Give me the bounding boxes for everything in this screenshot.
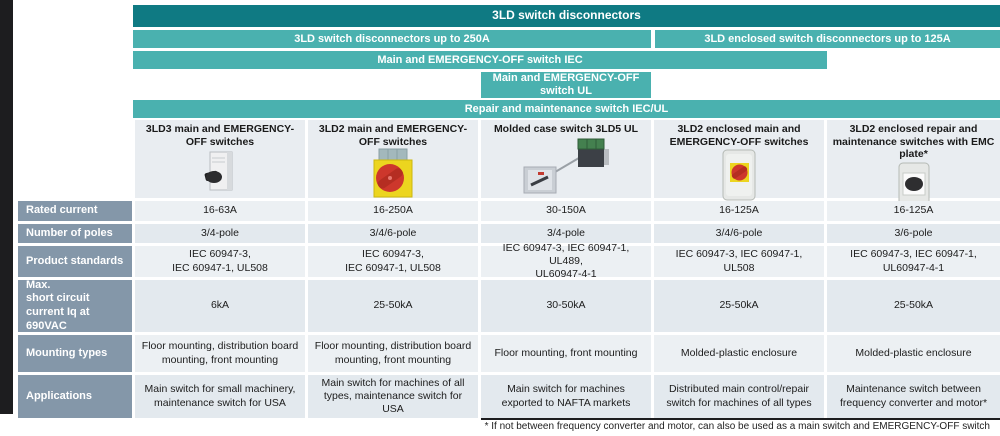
cell-product-standards: IEC 60947-3, IEC 60947-1, UL60947-4-1	[827, 246, 1000, 277]
bottom-border-line	[481, 418, 1000, 420]
cell-rated-current: 16-63A	[135, 201, 305, 221]
column-title: 3LD2 enclosed repair and maintenance swi…	[832, 123, 995, 161]
cell-mounting-types: Floor mounting, front mounting	[481, 335, 651, 372]
cell-number-of-poles: 3/6-pole	[827, 224, 1000, 243]
cell-product-standards: IEC 60947-3, IEC 60947-1, UL508	[308, 246, 478, 277]
group-header-enclosed-125a: 3LD enclosed switch disconnectors up to …	[655, 30, 1000, 48]
cell-number-of-poles: 3/4/6-pole	[654, 224, 824, 243]
row-label-number-of-poles: Number of poles	[18, 224, 132, 243]
cell-max-short-circuit: 6kA	[135, 280, 305, 332]
row-label-mounting-types: Mounting types	[18, 335, 132, 372]
column-header-3ld2-enclosed-repair: 3LD2 enclosed repair and maintenance swi…	[827, 120, 1000, 210]
cell-rated-current: 16-125A	[654, 201, 824, 221]
column-header-3ld2-enclosed-main: 3LD2 enclosed main and EMERGENCY-OFF swi…	[654, 120, 824, 201]
group-header-repair-maintenance: Repair and maintenance switch IEC/UL	[133, 100, 1000, 118]
3ld2-enclosed-repair-switch-image	[893, 161, 935, 211]
cell-mounting-types: Molded-plastic enclosure	[654, 335, 824, 372]
cell-product-standards: IEC 60947-3, IEC 60947-1, UL508	[654, 246, 824, 277]
row-label-rated-current: Rated current	[18, 201, 132, 221]
row-label-product-standards: Product standards	[18, 246, 132, 277]
cell-product-standards: IEC 60947-3, IEC 60947-1, UL508	[135, 246, 305, 277]
cell-applications: Maintenance switch between frequency con…	[827, 375, 1000, 418]
group-header-up-to-250a: 3LD switch disconnectors up to 250A	[133, 30, 651, 48]
column-title: 3LD2 enclosed main and EMERGENCY-OFF swi…	[669, 123, 809, 148]
cell-rated-current: 16-125A	[827, 201, 1000, 221]
cell-mounting-types: Molded-plastic enclosure	[827, 335, 1000, 372]
column-header-3ld3: 3LD3 main and EMERGENCY-OFF switches	[135, 120, 305, 198]
column-header-3ld2: 3LD2 main and EMERGENCY-OFF switches	[308, 120, 478, 198]
cell-mounting-types: Floor mounting, distribution board mount…	[308, 335, 478, 372]
3ld2-enclosed-main-switch-image	[716, 148, 762, 202]
cell-max-short-circuit: 30-50kA	[481, 280, 651, 332]
cell-rated-current: 16-250A	[308, 201, 478, 221]
cell-applications: Main switch for machines exported to NAF…	[481, 375, 651, 418]
group-header-main-emergency-iec: Main and EMERGENCY-OFF switch IEC	[133, 51, 827, 69]
cell-applications: Distributed main control/repair switch f…	[654, 375, 824, 418]
cell-max-short-circuit: 25-50kA	[308, 280, 478, 332]
column-title: 3LD2 main and EMERGENCY-OFF switches	[318, 123, 468, 148]
cell-number-of-poles: 3/4/6-pole	[308, 224, 478, 243]
cell-max-short-circuit: 25-50kA	[654, 280, 824, 332]
row-label-applications: Applications	[18, 375, 132, 418]
cell-number-of-poles: 3/4-pole	[481, 224, 651, 243]
column-title: Molded case switch 3LD5 UL	[493, 123, 639, 135]
footnote: * If not between frequency converter and…	[484, 421, 990, 432]
cell-max-short-circuit: 25-50kA	[827, 280, 1000, 332]
left-border-strip	[0, 0, 13, 414]
3ld2-main-switch-image	[365, 148, 421, 199]
cell-rated-current: 30-150A	[481, 201, 651, 221]
column-header-3ld5: Molded case switch 3LD5 UL	[481, 120, 651, 198]
column-title: 3LD3 main and EMERGENCY-OFF switches	[145, 123, 295, 148]
group-header-main-emergency-ul: Main and EMERGENCY-OFF switch UL	[481, 72, 651, 98]
table-title: 3LD switch disconnectors	[133, 5, 1000, 27]
3ld5-molded-case-switch-image	[520, 136, 612, 198]
cell-mounting-types: Floor mounting, distribution board mount…	[135, 335, 305, 372]
cell-applications: Main switch for machines of all types, m…	[308, 375, 478, 418]
cell-product-standards: IEC 60947-3, IEC 60947-1, UL489, UL60947…	[481, 242, 651, 280]
cell-applications: Main switch for small machinery, mainten…	[135, 375, 305, 418]
row-label-max-short-circuit: Max. short circuit current Iq at 690VAC	[18, 279, 132, 332]
3ld3-main-switch-image	[194, 148, 246, 198]
cell-number-of-poles: 3/4-pole	[135, 224, 305, 243]
